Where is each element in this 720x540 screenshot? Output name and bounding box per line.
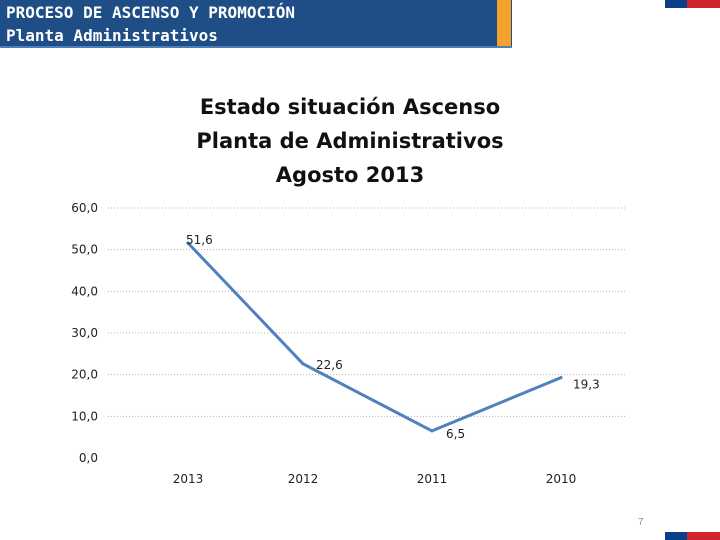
header-bar bbox=[0, 0, 512, 48]
data-point bbox=[559, 376, 563, 380]
y-tick-label: 30,0 bbox=[71, 326, 98, 340]
header-subtitle: Planta Administrativos bbox=[6, 26, 218, 45]
data-point bbox=[301, 362, 305, 366]
x-tick-label: 2011 bbox=[417, 472, 448, 486]
data-point bbox=[430, 429, 434, 433]
x-tick-label: 2013 bbox=[173, 472, 204, 486]
y-tick-label: 40,0 bbox=[71, 284, 98, 298]
y-tick-label: 60,0 bbox=[71, 201, 98, 215]
y-tick-label: 50,0 bbox=[71, 243, 98, 257]
flag-stripe-bottom bbox=[665, 532, 720, 540]
header-accent-stripe bbox=[497, 0, 511, 48]
series-line bbox=[186, 241, 563, 433]
y-tick-label: 10,0 bbox=[71, 409, 98, 423]
header-title: PROCESO DE ASCENSO Y PROMOCIÓN bbox=[6, 3, 295, 22]
page-number: 7 bbox=[638, 517, 644, 528]
flag-blue-segment bbox=[665, 0, 687, 8]
flag-red-segment bbox=[687, 532, 720, 540]
chart-title-line: Agosto 2013 bbox=[275, 163, 425, 187]
data-label: 19,3 bbox=[573, 378, 600, 392]
flag-blue-segment bbox=[665, 532, 687, 540]
x-tick-label: 2010 bbox=[546, 472, 577, 486]
flag-red-segment bbox=[687, 0, 720, 8]
data-label: 51,6 bbox=[186, 233, 213, 247]
chart-title: Estado situación Ascenso Planta de Admin… bbox=[150, 90, 550, 192]
data-point bbox=[186, 241, 190, 245]
x-tick-label: 2012 bbox=[288, 472, 319, 486]
flag-stripe-top bbox=[665, 0, 720, 8]
data-label: 6,5 bbox=[446, 427, 465, 441]
header-underline bbox=[0, 46, 512, 48]
y-tick-label: 20,0 bbox=[71, 368, 98, 382]
chart-title-line: Estado situación Ascenso bbox=[199, 95, 501, 119]
data-label: 22,6 bbox=[316, 358, 343, 372]
y-tick-label: 0,0 bbox=[79, 451, 98, 465]
chart-title-line: Planta de Administrativos bbox=[196, 129, 504, 153]
